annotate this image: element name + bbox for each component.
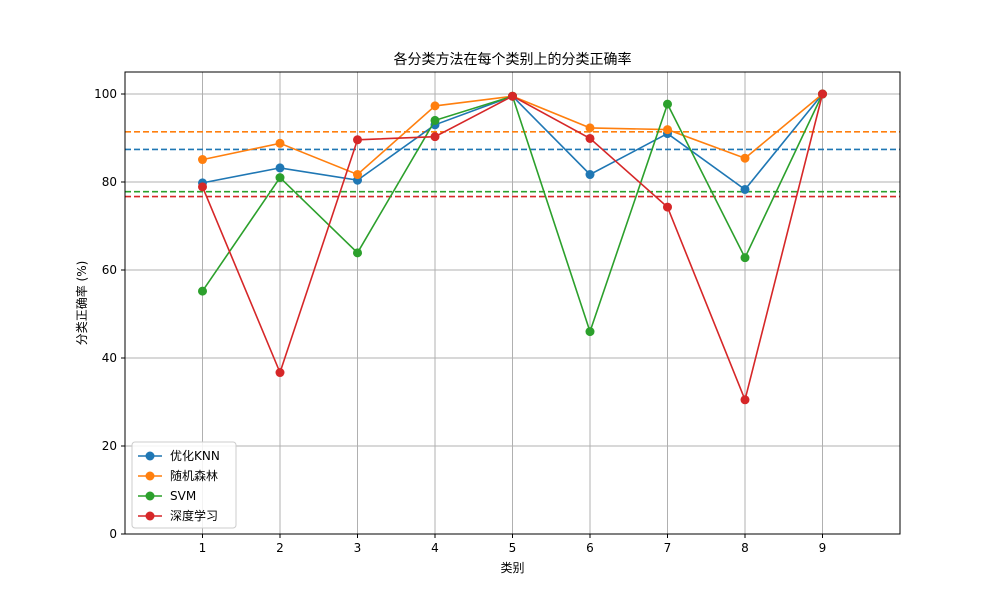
- data-point: [275, 368, 285, 378]
- data-point: [585, 327, 595, 337]
- axis-ticks: 1 2 3 4 5 6 7 8 9 0 20 40 60 80 100: [94, 87, 826, 555]
- data-point: [198, 182, 207, 192]
- legend-label: 随机森林: [170, 468, 218, 483]
- data-point: [663, 202, 672, 212]
- legend-marker: [145, 491, 155, 501]
- legend-item: SVM: [138, 489, 196, 503]
- legend-item: 随机森林: [138, 468, 218, 483]
- x-tick-label: 3: [354, 541, 362, 555]
- x-tick-label: 7: [664, 541, 672, 555]
- data-point: [740, 153, 750, 163]
- data-point: [353, 170, 362, 180]
- x-tick-label: 5: [509, 541, 517, 555]
- y-axis-label: 分类正确率 (%): [74, 261, 89, 346]
- series: [198, 89, 827, 405]
- legend-label: 深度学习: [170, 508, 218, 523]
- legend-marker: [145, 451, 155, 461]
- legend-label: 优化KNN: [170, 449, 220, 463]
- x-axis-label: 类别: [500, 561, 524, 575]
- x-tick-label: 2: [276, 541, 284, 555]
- data-point: [430, 115, 440, 125]
- x-tick-label: 1: [199, 541, 207, 555]
- data-point: [818, 89, 827, 99]
- data-point: [663, 99, 672, 109]
- series-group: [198, 89, 827, 405]
- x-tick-label: 4: [431, 541, 439, 555]
- data-point: [740, 184, 750, 194]
- data-point: [663, 125, 672, 135]
- data-point: [275, 173, 285, 183]
- data-point: [508, 91, 517, 101]
- legend-box: [131, 441, 237, 529]
- legend-label: SVM: [170, 489, 196, 503]
- x-tick-label: 6: [586, 541, 594, 555]
- y-tick-label: 20: [102, 439, 117, 453]
- data-point: [198, 155, 207, 165]
- y-tick-label: 0: [109, 527, 117, 541]
- chart-title: 各分类方法在每个类别上的分类正确率: [394, 51, 632, 68]
- legend-marker: [145, 471, 155, 481]
- x-tick-label: 8: [741, 541, 749, 555]
- data-point: [353, 135, 362, 145]
- data-point: [430, 101, 440, 111]
- data-point: [353, 248, 362, 258]
- legend: 优化KNN 随机森林 SVM 深度学习: [131, 441, 237, 529]
- y-tick-label: 100: [94, 87, 117, 101]
- legend-marker: [145, 511, 155, 521]
- data-point: [430, 132, 440, 142]
- data-point: [585, 133, 595, 143]
- data-point: [198, 286, 207, 296]
- legend-item: 优化KNN: [138, 449, 220, 463]
- data-point: [585, 170, 595, 180]
- data-point: [740, 395, 750, 405]
- data-point: [275, 138, 285, 148]
- y-tick-label: 80: [102, 175, 117, 189]
- data-point: [740, 253, 750, 263]
- legend-item: 深度学习: [138, 508, 218, 523]
- y-tick-label: 60: [102, 263, 117, 277]
- y-tick-label: 40: [102, 351, 117, 365]
- data-point: [275, 163, 285, 173]
- x-tick-label: 9: [819, 541, 827, 555]
- data-point: [585, 123, 595, 133]
